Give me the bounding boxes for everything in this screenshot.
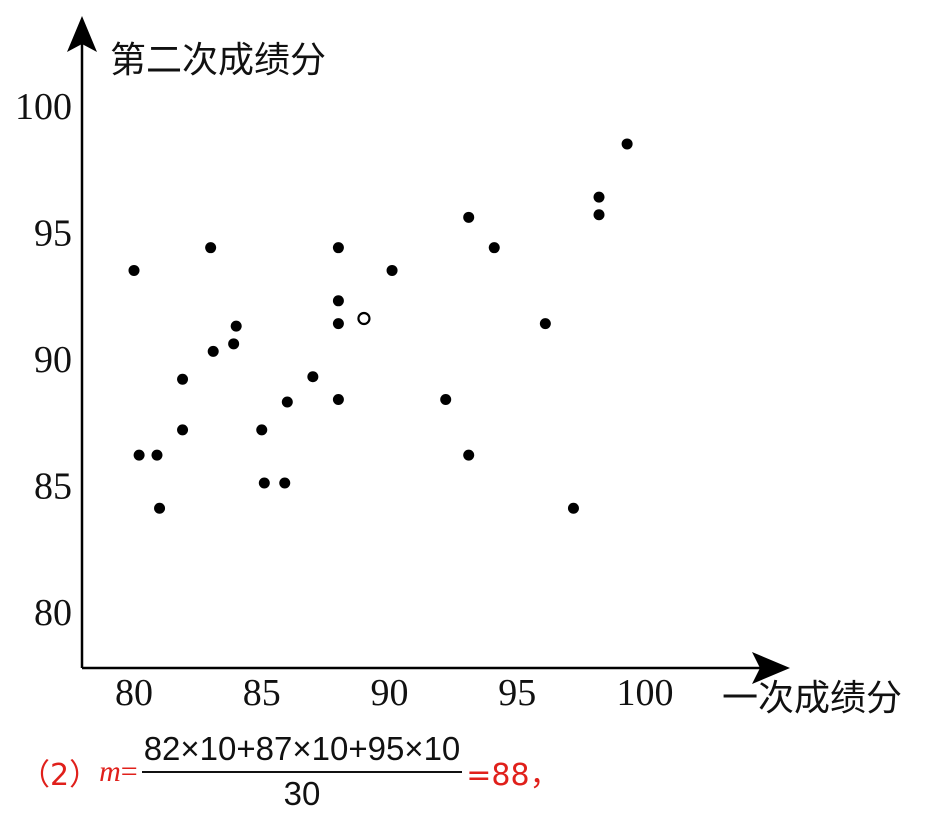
data-point [488, 242, 500, 254]
y-tick-label: 95 [34, 213, 72, 255]
data-point-hollow [357, 311, 371, 326]
y-tick-label: 100 [15, 86, 72, 128]
fraction: 82×10+87×10+95×10 30 [141, 732, 463, 812]
data-point [593, 209, 605, 221]
data-point [567, 502, 579, 514]
data-point [332, 295, 344, 307]
y-tick-label: 85 [34, 466, 72, 508]
data-point [230, 320, 242, 332]
data-point [151, 449, 163, 461]
x-axis-title: 一次成绩分 [722, 678, 902, 719]
data-point [154, 502, 166, 514]
data-point [256, 424, 268, 436]
x-tick-label: 90 [371, 672, 409, 714]
tick-labels: 80 85 90 95 100 80 85 90 95 100 [15, 86, 674, 714]
data-point [332, 242, 344, 254]
y-tick-label: 80 [34, 592, 72, 634]
data-point [133, 449, 145, 461]
data-point [463, 211, 475, 223]
data-point [207, 345, 219, 357]
data-point [258, 477, 270, 489]
numerator: 82×10+87×10+95×10 [141, 732, 463, 773]
axes [67, 16, 790, 684]
data-point [621, 138, 633, 150]
data-point [332, 318, 344, 330]
data-point [228, 338, 240, 350]
y-axis-arrow [67, 16, 97, 52]
data-point [593, 191, 605, 203]
data-point [177, 424, 189, 436]
data-point [128, 264, 140, 276]
data-point [440, 393, 452, 405]
x-tick-label: 80 [115, 672, 153, 714]
result: =88， [466, 758, 560, 793]
x-tick-label: 100 [617, 672, 674, 714]
data-point [279, 477, 291, 489]
equals-sign: = [120, 755, 138, 788]
points [128, 138, 633, 514]
y-tick-label: 90 [34, 339, 72, 381]
denominator: 30 [283, 775, 321, 812]
data-point [539, 318, 551, 330]
item-number: （2） [20, 758, 100, 793]
x-tick-label: 85 [243, 672, 281, 714]
scatter-chart: 80 85 90 95 100 80 85 90 95 100 第二次成绩分 一次成绩分 [15, 16, 902, 719]
x-axis-arrow [752, 652, 790, 684]
data-point [463, 449, 475, 461]
data-point [332, 393, 344, 405]
formula-line: （2） m = 82×10+87×10+95×10 30 =88， [20, 722, 560, 822]
variable-m: m [99, 755, 121, 788]
x-tick-label: 95 [498, 672, 536, 714]
data-point [386, 264, 398, 276]
data-point [281, 396, 293, 408]
data-point [205, 242, 217, 254]
y-axis-title: 第二次成绩分 [110, 40, 326, 81]
data-point [177, 373, 189, 385]
data-point [307, 371, 319, 383]
